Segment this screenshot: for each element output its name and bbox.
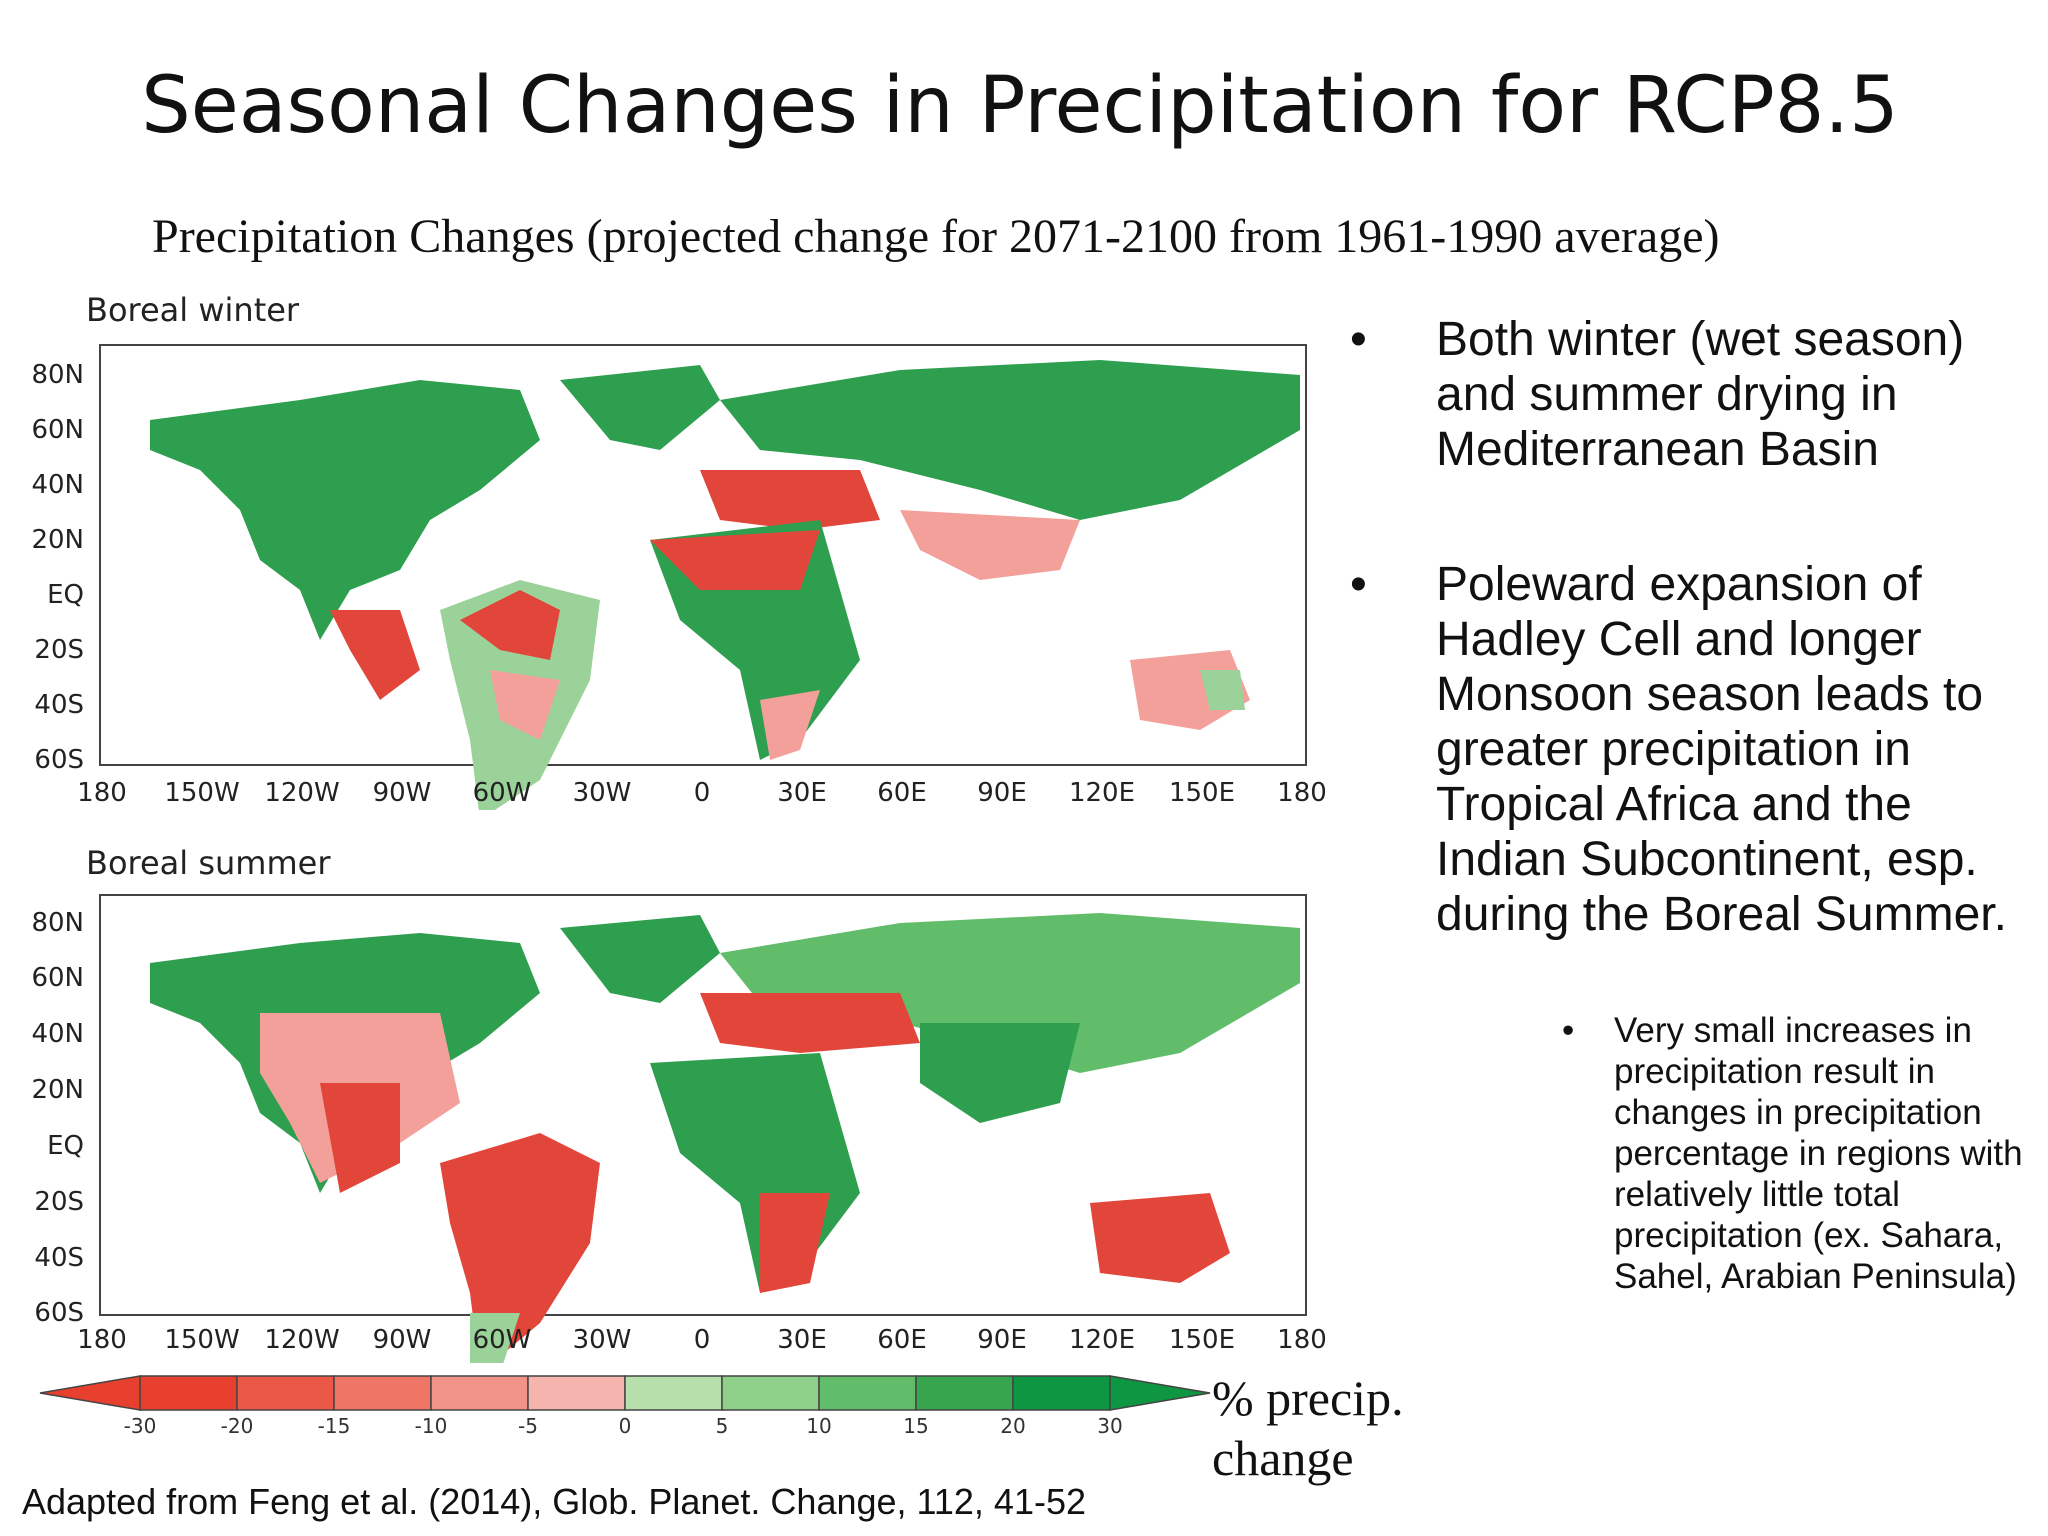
lon-tick: 180: [77, 778, 127, 808]
colorbar-tick: 15: [903, 1414, 929, 1438]
winter-map: [99, 344, 1307, 810]
lat-tick: 40S: [34, 1243, 84, 1273]
lat-tick: 20S: [34, 635, 84, 665]
lat-tick: 80N: [31, 908, 84, 938]
lon-tick: 60E: [877, 778, 927, 808]
lon-tick: 150W: [164, 1325, 240, 1355]
colorbar-tick: 30: [1097, 1414, 1123, 1438]
bullet-marker: •: [1350, 313, 1367, 366]
colorbar-cell: [1012, 1375, 1111, 1411]
lon-tick: 60W: [472, 1325, 532, 1355]
lon-tick: 90W: [372, 1325, 432, 1355]
lat-tick: EQ: [47, 580, 84, 610]
colorbar-cell: [527, 1375, 626, 1411]
lon-tick: 180: [1277, 1325, 1327, 1355]
lon-tick: 120E: [1068, 778, 1136, 808]
lat-tick: 60N: [31, 415, 84, 445]
slide-subtitle: Precipitation Changes (projected change …: [152, 210, 1720, 263]
lon-tick: 60E: [877, 1325, 927, 1355]
lat-tick: 20S: [34, 1187, 84, 1217]
lon-tick: 150W: [164, 778, 240, 808]
bullet-marker: •: [1350, 558, 1367, 611]
lat-tick: 40N: [31, 1019, 84, 1049]
lon-tick: 90E: [977, 778, 1027, 808]
lat-tick: 40N: [31, 470, 84, 500]
colorbar-tick: -20: [220, 1414, 254, 1438]
colorbar-tick: -30: [123, 1414, 157, 1438]
lat-tick: 60N: [31, 963, 84, 993]
lat-tick: 20N: [31, 525, 84, 555]
map-title: Boreal winter: [86, 291, 300, 329]
lon-tick: 30E: [777, 1325, 827, 1355]
bullet-text: Very small increases in precipitation re…: [1614, 1011, 2023, 1296]
lon-tick: 90E: [977, 1325, 1027, 1355]
lon-tick: 30W: [572, 778, 632, 808]
lon-tick: 60W: [472, 778, 532, 808]
lat-tick: 40S: [34, 690, 84, 720]
lon-tick: 120W: [264, 1325, 340, 1355]
colorbar: [39, 1375, 1211, 1411]
colorbar-tick: -5: [518, 1414, 538, 1438]
bullet-text: Both winter (wet season) and summer dryi…: [1436, 313, 1965, 476]
colorbar-label: % precip. change: [1212, 1370, 1404, 1486]
lat-tick: 60S: [34, 745, 84, 775]
summer-map: [99, 894, 1307, 1363]
colorbar-cell: [333, 1375, 432, 1411]
lon-tick: 120E: [1068, 1325, 1136, 1355]
colorbar-cell: [139, 1375, 238, 1411]
lon-tick: 180: [1277, 778, 1327, 808]
lon-tick: 150E: [1168, 778, 1236, 808]
bullet-text: Poleward expansion of Hadley Cell and lo…: [1436, 558, 2007, 941]
colorbar-cell: [721, 1375, 820, 1411]
lon-tick: 0: [693, 1325, 711, 1355]
lon-tick: 120W: [264, 778, 340, 808]
lon-tick: 0: [693, 778, 711, 808]
lon-tick: 150E: [1168, 1325, 1236, 1355]
lon-tick: 30E: [777, 778, 827, 808]
map-panel-winter: Boreal winter 80N 60N 40N 20N EQ 20S 40S…: [0, 290, 1340, 810]
map-panel-summer: Boreal summer 80N 60N 40N 20N EQ 20S 40S…: [0, 843, 1340, 1363]
colorbar-tick: 0: [618, 1414, 632, 1438]
colorbar-tick: 20: [1000, 1414, 1026, 1438]
colorbar-cell: [915, 1375, 1014, 1411]
lat-tick: 60S: [34, 1298, 84, 1328]
lat-tick: 80N: [31, 360, 84, 390]
colorbar-cell: [624, 1375, 723, 1411]
colorbar-cell: [430, 1375, 529, 1411]
colorbar-tick: 10: [806, 1414, 832, 1438]
map-title: Boreal summer: [86, 844, 331, 882]
lon-tick: 90W: [372, 778, 432, 808]
slide-title: Seasonal Changes in Precipitation for RC…: [141, 61, 1899, 151]
lat-tick: EQ: [47, 1131, 84, 1161]
lon-tick: 30W: [572, 1325, 632, 1355]
source-credit: Adapted from Feng et al. (2014), Glob. P…: [22, 1481, 1087, 1522]
colorbar-tick: -10: [414, 1414, 448, 1438]
colorbar-cell: [818, 1375, 917, 1411]
lon-tick: 180: [77, 1325, 127, 1355]
lat-tick: 20N: [31, 1075, 84, 1105]
colorbar-cell: [236, 1375, 335, 1411]
colorbar-tick: -15: [317, 1414, 351, 1438]
colorbar-tick: 5: [715, 1414, 729, 1438]
bullet-marker: •: [1562, 1011, 1575, 1050]
